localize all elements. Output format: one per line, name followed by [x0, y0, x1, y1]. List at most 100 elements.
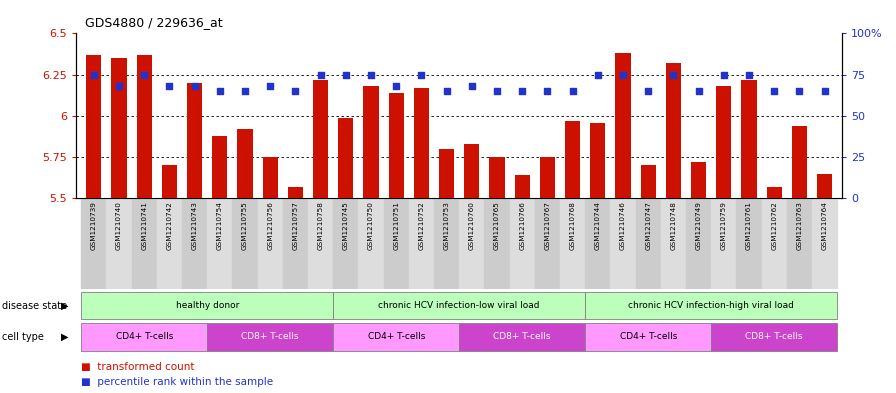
- Point: [137, 72, 151, 78]
- Bar: [560, 198, 585, 289]
- Text: GSM1210746: GSM1210746: [620, 201, 626, 250]
- Bar: [635, 198, 660, 289]
- Text: GSM1210752: GSM1210752: [418, 201, 425, 250]
- Bar: [288, 187, 303, 198]
- Bar: [641, 165, 656, 198]
- Text: ▶: ▶: [61, 301, 68, 310]
- Point: [187, 83, 202, 89]
- Bar: [666, 63, 681, 198]
- Text: GSM1210764: GSM1210764: [822, 201, 828, 250]
- Point: [717, 72, 731, 78]
- Text: GSM1210743: GSM1210743: [192, 201, 198, 250]
- Point: [339, 72, 353, 78]
- Bar: [686, 198, 711, 289]
- Bar: [787, 198, 812, 289]
- Bar: [459, 198, 485, 289]
- Text: GSM1210768: GSM1210768: [570, 201, 575, 250]
- Bar: [333, 198, 358, 289]
- Bar: [464, 144, 479, 198]
- Text: ■  percentile rank within the sample: ■ percentile rank within the sample: [81, 377, 272, 387]
- Bar: [510, 198, 535, 289]
- Point: [364, 72, 378, 78]
- Bar: [187, 83, 202, 198]
- Bar: [792, 126, 807, 198]
- Bar: [212, 136, 228, 198]
- Bar: [439, 149, 454, 198]
- Text: GSM1210744: GSM1210744: [595, 201, 601, 250]
- Point: [565, 88, 580, 94]
- Bar: [691, 162, 706, 198]
- Text: healthy donor: healthy donor: [176, 301, 239, 310]
- Point: [289, 88, 303, 94]
- Point: [439, 88, 453, 94]
- Bar: [812, 198, 837, 289]
- Text: GSM1210749: GSM1210749: [695, 201, 702, 250]
- Point: [692, 88, 706, 94]
- Point: [87, 72, 101, 78]
- Text: CD4+ T-cells: CD4+ T-cells: [619, 332, 676, 342]
- Bar: [82, 292, 333, 319]
- Text: GSM1210761: GSM1210761: [746, 201, 752, 250]
- Text: chronic HCV infection-high viral load: chronic HCV infection-high viral load: [628, 301, 794, 310]
- Bar: [711, 323, 837, 351]
- Bar: [817, 174, 832, 198]
- Bar: [535, 198, 560, 289]
- Bar: [157, 198, 182, 289]
- Text: chronic HCV infection-low viral load: chronic HCV infection-low viral load: [378, 301, 540, 310]
- Bar: [514, 175, 530, 198]
- Text: GSM1210748: GSM1210748: [670, 201, 676, 250]
- Bar: [590, 123, 606, 198]
- Point: [590, 72, 605, 78]
- Point: [112, 83, 126, 89]
- Text: CD4+ T-cells: CD4+ T-cells: [367, 332, 425, 342]
- Bar: [207, 198, 232, 289]
- Text: ■  transformed count: ■ transformed count: [81, 362, 194, 372]
- Bar: [711, 198, 737, 289]
- Point: [465, 83, 479, 89]
- Text: GSM1210740: GSM1210740: [116, 201, 122, 250]
- Text: CD8+ T-cells: CD8+ T-cells: [745, 332, 803, 342]
- Text: GSM1210767: GSM1210767: [545, 201, 550, 250]
- Bar: [207, 323, 333, 351]
- Text: disease state: disease state: [2, 301, 67, 310]
- Bar: [414, 88, 429, 198]
- Bar: [232, 198, 258, 289]
- Bar: [162, 165, 177, 198]
- Point: [389, 83, 403, 89]
- Bar: [182, 198, 207, 289]
- Bar: [539, 157, 555, 198]
- Point: [490, 88, 504, 94]
- Bar: [136, 55, 151, 198]
- Text: GSM1210756: GSM1210756: [267, 201, 273, 250]
- Text: GSM1210742: GSM1210742: [167, 201, 172, 250]
- Bar: [383, 198, 409, 289]
- Bar: [767, 187, 781, 198]
- Point: [515, 88, 530, 94]
- Bar: [82, 198, 107, 289]
- Point: [212, 88, 227, 94]
- Bar: [485, 198, 510, 289]
- Bar: [409, 198, 434, 289]
- Text: GSM1210755: GSM1210755: [242, 201, 248, 250]
- Bar: [737, 198, 762, 289]
- Bar: [339, 118, 353, 198]
- Text: GSM1210766: GSM1210766: [519, 201, 525, 250]
- Bar: [283, 198, 308, 289]
- Text: GSM1210745: GSM1210745: [343, 201, 349, 250]
- Text: CD8+ T-cells: CD8+ T-cells: [241, 332, 299, 342]
- Text: GSM1210754: GSM1210754: [217, 201, 223, 250]
- Point: [540, 88, 555, 94]
- Bar: [762, 198, 787, 289]
- Point: [742, 72, 756, 78]
- Bar: [308, 198, 333, 289]
- Text: GSM1210739: GSM1210739: [90, 201, 97, 250]
- Bar: [86, 55, 101, 198]
- Point: [263, 83, 278, 89]
- Bar: [616, 53, 631, 198]
- Bar: [434, 198, 459, 289]
- Text: GSM1210759: GSM1210759: [720, 201, 727, 250]
- Point: [667, 72, 681, 78]
- Text: GSM1210751: GSM1210751: [393, 201, 400, 250]
- Bar: [258, 198, 283, 289]
- Point: [162, 83, 177, 89]
